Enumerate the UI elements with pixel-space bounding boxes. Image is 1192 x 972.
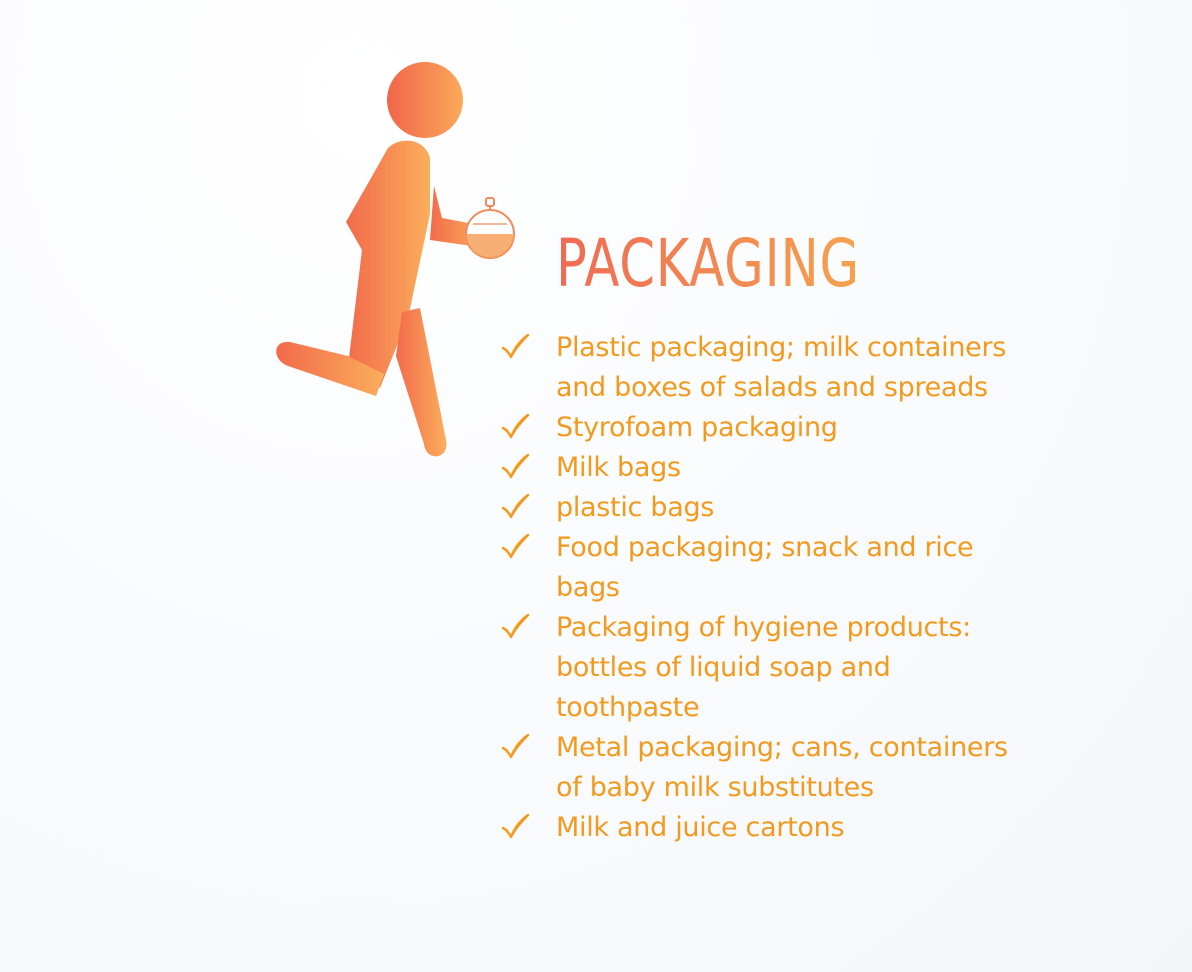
list-item: Milk bags [500, 448, 1060, 488]
packaging-list: Plastic packaging; milk containers and b… [500, 328, 1060, 848]
list-item-text: Metal packaging; cans, containers of bab… [556, 732, 1008, 803]
list-item: Packaging of hygiene products: bottles o… [500, 608, 1060, 728]
title-text: PACKAGING [556, 225, 860, 298]
list-item-text: Packaging of hygiene products: bottles o… [556, 612, 971, 723]
list-item-text: Food packaging; snack and rice bags [556, 532, 974, 603]
page-title: PACKAGING [556, 222, 876, 298]
check-icon [500, 532, 530, 562]
list-item-text: Styrofoam packaging [556, 412, 838, 443]
list-item: Food packaging; snack and rice bags [500, 528, 1060, 608]
check-icon [500, 412, 530, 442]
list-item-text: Plastic packaging; milk containers and b… [556, 332, 1007, 403]
list-item-text: Milk bags [556, 452, 681, 483]
list-item: Milk and juice cartons [500, 808, 1060, 848]
check-icon [500, 612, 530, 642]
list-item: Styrofoam packaging [500, 408, 1060, 448]
list-item: plastic bags [500, 488, 1060, 528]
list-item: Plastic packaging; milk containers and b… [500, 328, 1060, 408]
list-item-text: plastic bags [556, 492, 715, 523]
check-icon [500, 732, 530, 762]
check-icon [500, 332, 530, 362]
stopwatch-icon [465, 197, 515, 259]
list-item-text: Milk and juice cartons [556, 812, 845, 843]
list-item: Metal packaging; cans, containers of bab… [500, 728, 1060, 808]
check-icon [500, 492, 530, 522]
check-icon [500, 812, 530, 842]
check-icon [500, 452, 530, 482]
